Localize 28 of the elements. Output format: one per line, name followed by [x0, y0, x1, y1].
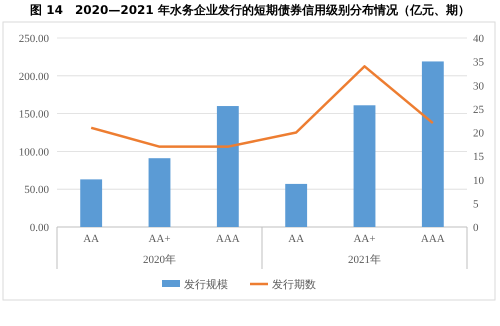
text: 2021年 — [348, 254, 381, 266]
y-tick-label: 150.00 — [18, 108, 50, 121]
y2-tick-label: 20 — [473, 128, 484, 140]
x-tick-label: AA — [288, 233, 304, 245]
x-tick-label: AA+ — [148, 233, 171, 245]
x-tick-label: AAA — [216, 233, 240, 245]
y-tick-label: 50.00 — [24, 184, 50, 196]
y2-tick-label: 30 — [473, 80, 484, 92]
x-tick-label: AA — [83, 233, 100, 245]
legend-item: 发行规模 — [162, 278, 228, 291]
y-tick-label: 100.00 — [18, 146, 50, 158]
x-tick-label: AA+ — [353, 233, 376, 245]
y2-tick-label: 25 — [473, 104, 484, 116]
y2-tick-label: 10 — [473, 174, 484, 187]
y2-tick-label: 15 — [473, 151, 484, 164]
y2-tick-label: 0 — [473, 222, 479, 234]
y2-tick-label: 35 — [473, 56, 484, 69]
y-tick-label: 200.00 — [18, 70, 50, 83]
legend-item: 发行期数 — [250, 278, 316, 291]
y-tick-label: 250.00 — [18, 33, 50, 45]
text: 2020年 — [143, 254, 176, 266]
legend-label: 发行规模 — [184, 278, 228, 291]
legend-label: 发行期数 — [272, 278, 316, 291]
y2-tick-label: 5 — [473, 198, 479, 210]
y2-tick-label: 40 — [473, 33, 484, 45]
title: 图 14 2020—2021 年水务企业发行的短期债券信用级别分布情况（亿元、期） — [30, 3, 470, 17]
y-tick-label: 0.00 — [30, 222, 50, 234]
x-tick-label: AAA — [420, 233, 445, 245]
